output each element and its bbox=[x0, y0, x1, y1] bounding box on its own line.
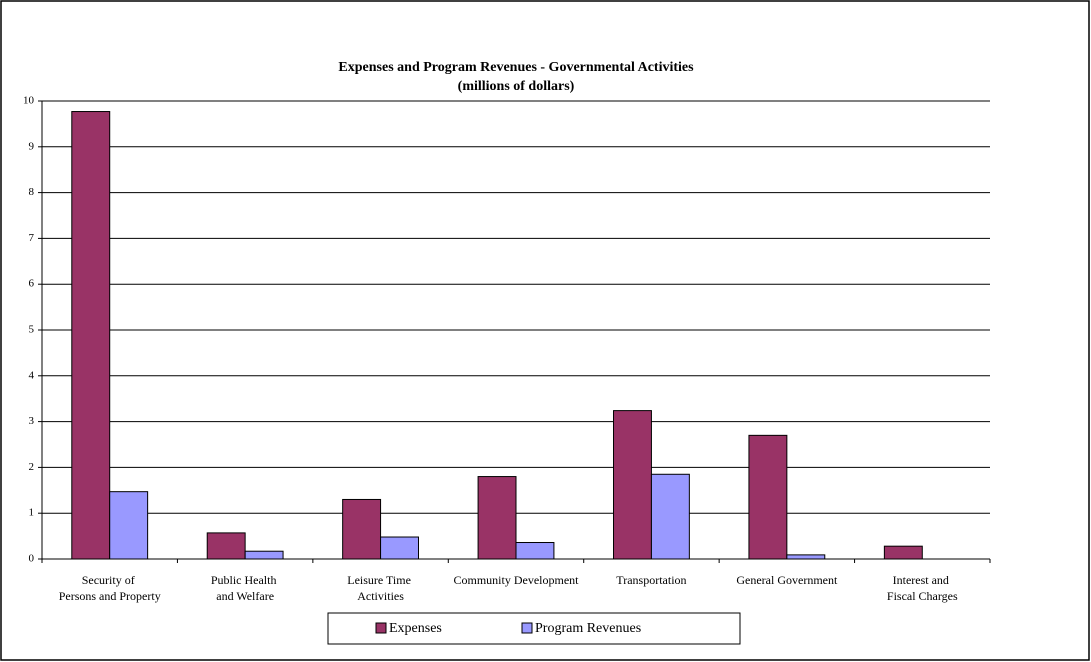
bar bbox=[650, 473, 690, 560]
y-tick-label: 1 bbox=[29, 507, 35, 519]
y-tick-label: 4 bbox=[29, 369, 35, 381]
y-tick-label: 5 bbox=[29, 324, 35, 336]
y-tick-label: 7 bbox=[29, 232, 35, 244]
bar bbox=[380, 536, 419, 560]
y-tick-label: 3 bbox=[29, 415, 35, 427]
x-tick-label: Security of Persons and Property bbox=[59, 573, 161, 603]
legend-box bbox=[327, 612, 741, 645]
y-tick-label: 6 bbox=[29, 278, 35, 290]
y-tick-label: 0 bbox=[29, 553, 35, 565]
chart-subtitle: (millions of dollars) bbox=[458, 79, 575, 94]
x-tick-label-line: Leisure Time bbox=[347, 573, 414, 587]
x-tick-label: Interest and Fiscal Charges bbox=[887, 573, 958, 603]
y-tick-label: 8 bbox=[29, 186, 35, 198]
x-tick-label: Community Development bbox=[454, 573, 580, 587]
bar bbox=[244, 550, 284, 560]
bar bbox=[883, 545, 923, 560]
x-tick-label-line: Interest and bbox=[893, 573, 952, 587]
x-tick-label: General Government bbox=[736, 573, 838, 587]
legend-swatch bbox=[375, 622, 387, 634]
bar bbox=[109, 491, 149, 560]
x-tick-label-line: and Welfare bbox=[216, 589, 274, 603]
legend-label: Program Revenues bbox=[535, 621, 641, 636]
bar bbox=[786, 554, 826, 560]
x-tick-label-line: Public Health bbox=[211, 573, 280, 587]
bar bbox=[206, 532, 246, 560]
bar bbox=[342, 498, 382, 560]
x-tick-label-line: Security of bbox=[82, 573, 138, 587]
y-tick-label: 10 bbox=[23, 95, 35, 107]
y-tick-label: 2 bbox=[29, 461, 35, 473]
bar bbox=[748, 434, 788, 560]
x-tick-label: Transportation bbox=[616, 573, 686, 587]
legend-swatch bbox=[521, 622, 533, 634]
chart-title: Expenses and Program Revenues - Governme… bbox=[338, 60, 694, 75]
legend-label: Expenses bbox=[389, 621, 442, 636]
y-tick-label: 9 bbox=[29, 140, 35, 152]
x-tick-label-line: Fiscal Charges bbox=[887, 589, 958, 603]
x-tick-label: Leisure Time Activities bbox=[347, 573, 414, 603]
x-tick-label-line: Activities bbox=[357, 589, 404, 603]
bar bbox=[477, 476, 517, 560]
bar bbox=[515, 542, 555, 560]
bar bbox=[613, 410, 652, 560]
x-tick-label: Public Health and Welfare bbox=[211, 573, 280, 603]
bar bbox=[71, 111, 111, 560]
x-tick-label-line: Persons and Property bbox=[59, 589, 161, 603]
